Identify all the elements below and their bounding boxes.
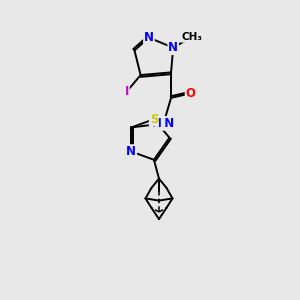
Text: N: N [168,41,178,54]
Text: CH₃: CH₃ [182,32,203,42]
Text: I: I [124,85,129,98]
Text: H N: H N [152,117,175,130]
Text: N: N [126,145,136,158]
Text: N: N [144,31,154,44]
Text: S: S [150,113,158,126]
Text: O: O [185,87,196,100]
